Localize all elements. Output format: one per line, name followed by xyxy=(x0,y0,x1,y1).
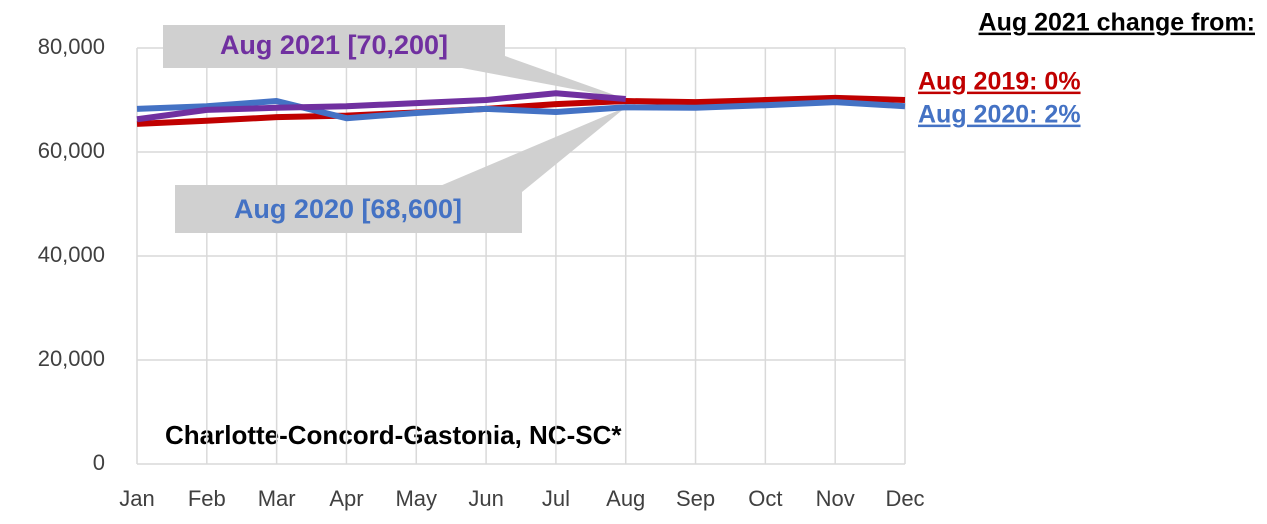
annotation-box xyxy=(163,25,505,68)
annotation-box xyxy=(175,185,522,233)
callout-wedge xyxy=(440,107,626,192)
x-tick-label: Aug xyxy=(606,486,645,511)
change-label: Aug 2019: 0% xyxy=(918,68,1081,96)
legend-title: Aug 2021 change from: xyxy=(979,9,1255,37)
annotation: Aug 2021 [70,200] xyxy=(220,30,448,60)
annotation: Aug 2020 [68,600] xyxy=(234,194,462,224)
chart-label: Charlotte-Concord-Gastonia, NC-SC* xyxy=(165,420,622,450)
x-tick-label: Nov xyxy=(816,486,855,511)
x-tick-label: Feb xyxy=(188,486,226,511)
y-tick-label: 80,000 xyxy=(38,34,105,59)
series-line xyxy=(136,98,906,122)
x-tick-label: Jul xyxy=(542,486,570,511)
change-label: Aug 2020: 2% xyxy=(918,101,1081,129)
x-tick-label: May xyxy=(395,486,437,511)
y-tick-label: 20,000 xyxy=(38,346,105,371)
x-tick-label: Apr xyxy=(329,486,363,511)
x-tick-label: Mar xyxy=(258,486,296,511)
y-tick-label: 60,000 xyxy=(38,138,105,163)
series-line xyxy=(136,90,626,123)
x-tick-label: Jan xyxy=(119,486,154,511)
x-tick-label: Oct xyxy=(748,486,782,511)
x-tick-label: Dec xyxy=(885,486,924,511)
y-tick-label: 0 xyxy=(93,450,105,475)
series-line xyxy=(136,94,906,127)
x-tick-label: Jun xyxy=(468,486,503,511)
y-tick-label: 40,000 xyxy=(38,242,105,267)
x-tick-label: Sep xyxy=(676,486,715,511)
